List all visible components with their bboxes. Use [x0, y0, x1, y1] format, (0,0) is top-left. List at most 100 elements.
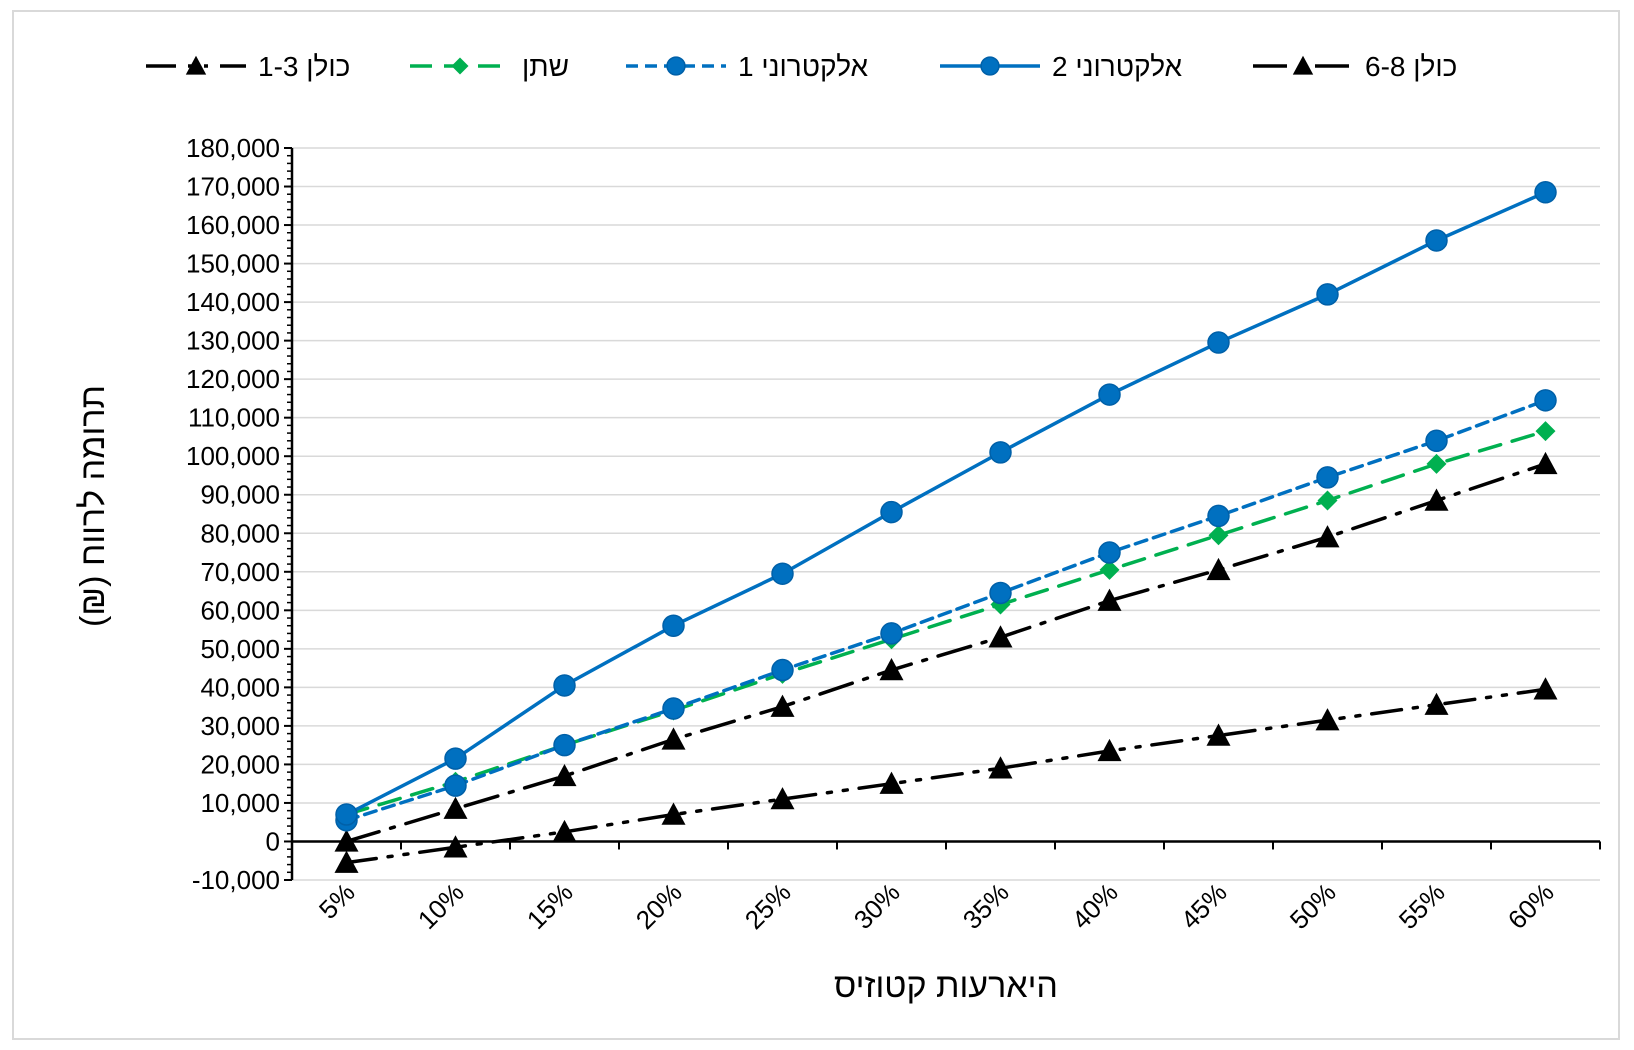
y-tick-label: 40,000 — [200, 672, 280, 702]
data-point-circle — [1316, 466, 1339, 489]
data-point-diamond — [1535, 421, 1556, 442]
legend-label: שתן — [522, 51, 569, 82]
y-tick-label: 70,000 — [200, 557, 280, 587]
data-point-diamond — [1099, 559, 1120, 580]
legend-item: כולן 6-8 — [1253, 51, 1457, 82]
series-layer — [334, 181, 1558, 873]
chart-frame — [12, 10, 1620, 1040]
x-tick-label: 10% — [412, 877, 470, 935]
data-point-triangle — [185, 55, 207, 75]
data-point-circle — [1098, 383, 1121, 406]
data-point-circle — [662, 697, 685, 720]
series-0 — [334, 677, 1558, 873]
x-tick-label: 40% — [1066, 877, 1124, 935]
y-tick-label: 120,000 — [186, 364, 280, 394]
x-tick-label: 25% — [739, 877, 797, 935]
data-point-diamond — [451, 57, 469, 75]
data-point-triangle — [988, 756, 1013, 779]
data-point-circle — [771, 562, 794, 585]
legend-item: אלקטרוני 2 — [940, 51, 1183, 82]
data-point-circle — [1098, 541, 1121, 564]
data-point-circle — [553, 733, 576, 757]
data-point-triangle — [334, 829, 359, 852]
data-point-circle — [444, 747, 467, 770]
y-axis-title: תרומה לרווח (₪) — [74, 385, 112, 627]
series-line — [344, 687, 1548, 865]
data-point-circle — [662, 614, 685, 637]
legend: כולן 1-3 שתן אלקטרוני 1 אלקטרוני 2 כולן 6-8 — [146, 51, 1457, 82]
data-point-triangle — [770, 694, 795, 717]
y-tick-label: 10,000 — [200, 788, 280, 818]
y-tick-labels: -10,000 0 10,000 20,000 30,000 40,000 50,000 60… — [186, 133, 280, 895]
data-point-triangle — [879, 658, 904, 681]
data-point-triangle — [1292, 55, 1314, 75]
series-2 — [335, 389, 1557, 832]
y-tick-label: 180,000 — [186, 133, 280, 163]
x-tick-label: 60% — [1502, 877, 1560, 935]
x-tick-label: 55% — [1393, 877, 1451, 935]
data-point-triangle — [443, 835, 468, 858]
series-line — [344, 190, 1548, 817]
data-point-triangle — [988, 625, 1013, 648]
data-point-triangle — [1533, 677, 1558, 700]
axes — [284, 147, 1601, 881]
x-tick-label: 15% — [521, 877, 579, 935]
data-point-circle — [880, 500, 903, 524]
data-point-circle — [1425, 229, 1448, 252]
data-point-triangle — [770, 787, 795, 810]
y-tick-label: 140,000 — [186, 287, 280, 317]
legend-item: אלקטרוני 1 — [626, 51, 869, 82]
legend-label: כולן 1-3 — [258, 51, 350, 82]
y-tick-label: 170,000 — [186, 172, 280, 202]
x-tick-labels: 5% 10% 15% 20% 25% 30% 35% 40% 45% 50% 55% 60% — [313, 877, 1560, 935]
data-point-circle — [1425, 429, 1448, 453]
y-tick-label: 100,000 — [186, 441, 280, 471]
data-point-circle — [1207, 504, 1230, 528]
x-tick-label: 30% — [848, 877, 906, 935]
x-tick-label: 5% — [313, 877, 361, 925]
x-tick-label: 45% — [1175, 877, 1233, 935]
series-line — [344, 429, 1548, 817]
data-point-triangle — [1206, 557, 1231, 581]
y-tick-label: 60,000 — [200, 595, 280, 625]
y-tick-label: 160,000 — [186, 210, 280, 240]
data-point-triangle — [1424, 692, 1449, 715]
series-3 — [335, 181, 1557, 826]
y-tick-label: 110,000 — [188, 403, 280, 433]
legend-item: כולן 1-3 — [146, 51, 350, 82]
data-point-circle — [880, 622, 903, 645]
x-tick-label: 35% — [957, 877, 1015, 935]
y-tick-label: 0 — [266, 826, 280, 856]
data-point-triangle — [443, 796, 468, 819]
y-tick-label: 130,000 — [186, 326, 280, 356]
data-point-circle — [1316, 283, 1339, 306]
data-point-triangle — [661, 727, 686, 750]
data-point-triangle — [879, 771, 904, 794]
data-point-triangle — [552, 819, 577, 843]
series-4 — [334, 451, 1558, 852]
data-point-circle — [1534, 181, 1557, 204]
data-point-circle — [553, 674, 576, 697]
data-point-circle — [771, 658, 794, 682]
y-tick-label: 150,000 — [186, 249, 280, 279]
data-point-circle — [335, 803, 358, 826]
series-line — [344, 462, 1548, 844]
y-tick-label: 80,000 — [200, 518, 280, 548]
data-point-triangle — [1315, 525, 1340, 548]
data-point-triangle — [1206, 723, 1231, 746]
legend-label: כולן 6-8 — [1365, 51, 1457, 82]
x-tick-label: 50% — [1284, 877, 1342, 935]
data-point-circle — [980, 56, 1000, 76]
data-point-triangle — [1097, 738, 1122, 762]
x-tick-label: 20% — [630, 877, 688, 935]
data-point-circle — [1534, 389, 1557, 412]
x-axis-title: היארעות קטוזיס — [834, 967, 1058, 1005]
data-point-diamond — [1426, 453, 1447, 474]
data-point-circle — [444, 774, 467, 797]
series-line — [344, 398, 1548, 823]
data-point-triangle — [1424, 488, 1449, 511]
data-point-diamond — [1317, 490, 1338, 511]
gridlines — [292, 147, 1600, 881]
y-tick-label: 20,000 — [200, 749, 280, 779]
